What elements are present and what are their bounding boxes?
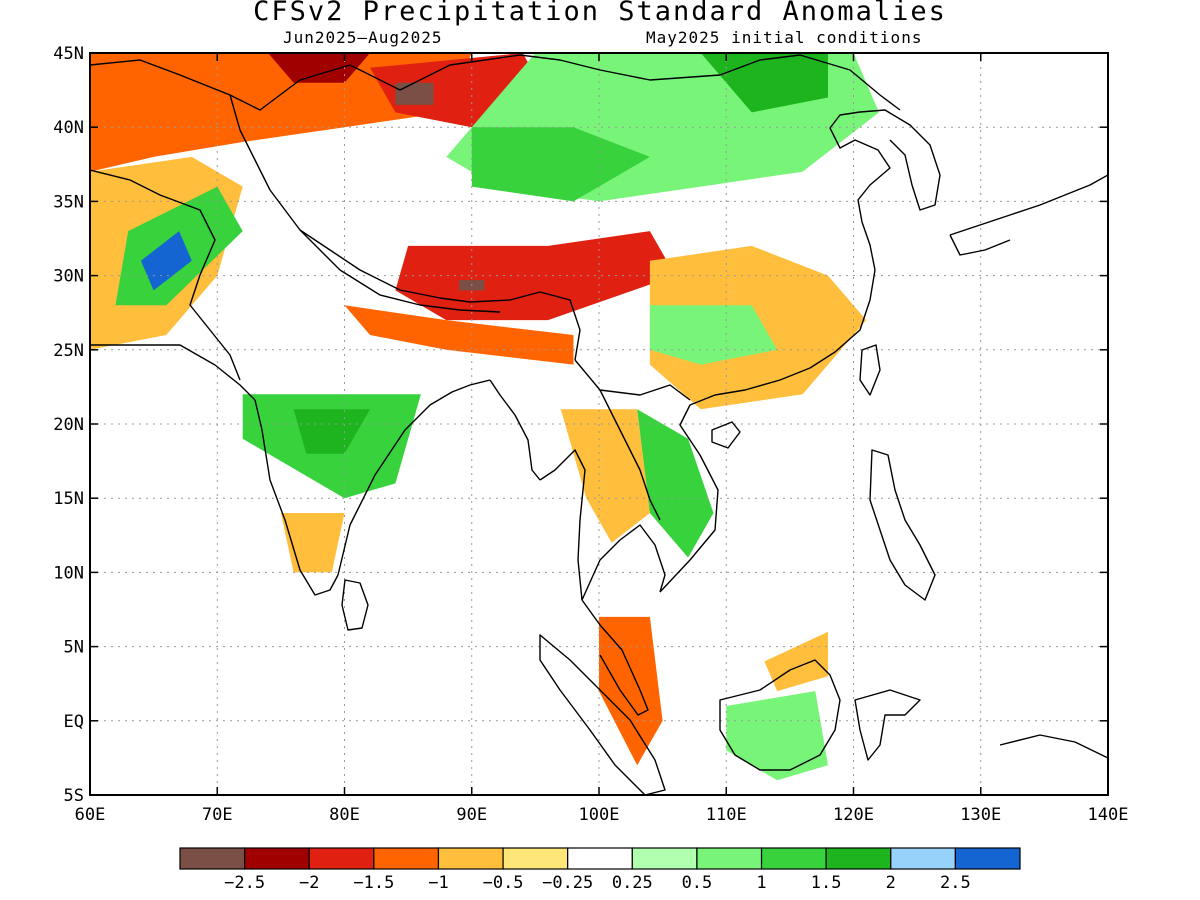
lon-tick-label: 110E [706,805,747,825]
sulawesi [854,689,921,761]
sri-lanka [341,579,369,631]
colorbar-swatch [179,847,246,870]
anomaly-shading [90,53,879,781]
lat-tick-label: 35N [53,192,84,212]
anomaly-region-himalaya-dry [344,305,574,365]
anomaly-region-malaya-dry [599,616,663,766]
colorbar-swatch [308,847,375,870]
anomaly-region-vietnam-wet [637,409,714,558]
colorbar-swatch [437,847,504,870]
colorbar-swatch [567,847,633,870]
coastline-vietnam [659,394,719,593]
borneo [719,659,841,771]
coastline-india-west [254,399,339,596]
colorbar-swatch [631,847,698,870]
lat-tick-label: 40N [53,118,84,138]
lon-tick-label: 60E [75,805,106,825]
lon-tick-label: 130E [960,805,1001,825]
colorbar-label: 1.5 [811,873,842,893]
colorbar-label: 0.25 [612,873,653,893]
coastline-east-china [829,111,891,271]
lon-tick-label: 90E [456,805,487,825]
anomaly-region-mongolia-wet-core [700,53,828,113]
lon-tick-label: 120E [833,805,874,825]
colorbar-label: 2.5 [940,873,971,893]
lat-tick-label: 25N [53,341,84,361]
initial-conditions: May2025 initial conditions [646,28,923,47]
gridlines [90,53,1108,795]
colorbar-swatch [244,847,310,870]
axis-labels: 60E 70E 80E 90E 100E 110E 120E 130E 140E 45N 40N 35… [53,44,1128,825]
colorbar-swatch [502,847,569,870]
border-indochina [574,359,691,521]
border-china-west [229,94,581,361]
coastline-south-china [714,269,876,396]
coastline-gulf-thailand [581,524,666,601]
coastline-korea [859,109,941,211]
lon-tick-label: 70E [202,805,233,825]
colorbar-swatch [825,847,892,870]
colorbar-swatch [890,847,956,870]
lat-tick-label: 20N [53,415,84,435]
colorbar-label: −1 [428,873,448,893]
lat-tick-label: 5N [64,638,84,658]
colorbar-label: −1.5 [353,873,394,893]
anomaly-region-borneo-wet [726,691,828,781]
colorbar-swatch [696,847,763,870]
colorbar-swatch [373,847,440,870]
forecast-period: Jun2025–Aug2025 [283,28,443,47]
lon-tick-label: 140E [1088,805,1129,825]
coastline-arabian-sea [90,344,256,401]
colorbar-swatch [954,847,1021,870]
sumatra [539,634,666,795]
colorbar: −2.5 −2 −1.5 −1 −0.5 −0.25 0.25 0.5 1 1.5 2 2.5 [179,847,1021,893]
anomaly-region-tibet-dry [395,231,676,321]
colorbar-label: −0.5 [483,873,524,893]
axis-ticks [89,52,1109,796]
coastline-india-east [337,379,491,576]
japan [949,174,1108,256]
lon-tick-label: 80E [329,805,360,825]
chart-title: CFSv2 Precipitation Standard Anomalies [253,0,947,27]
colorbar-label: 1 [756,873,766,893]
philippines [869,449,936,601]
lat-tick-label: 30N [53,267,84,287]
colorbar-label: −2 [299,873,319,893]
lat-tick-label: 10N [53,563,84,583]
coastlines [90,54,1108,795]
lat-tick-label: 15N [53,489,84,509]
hainan [711,421,741,449]
anomaly-region-india-wet-core [293,409,370,454]
colorbar-label: −2.5 [224,873,265,893]
colorbar-label: 2 [886,873,896,893]
lon-tick-label: 100E [579,805,620,825]
new-guinea [999,734,1108,759]
colorbar-label: −0.25 [542,873,593,893]
anomaly-region-central-asia-dry [90,53,472,172]
border-india-nepal [299,229,501,313]
coastline-bay-east [489,379,541,481]
colorbar-label: 0.5 [682,873,713,893]
malay-peninsula [581,599,649,716]
anomaly-region-qinghai-wet [471,127,650,202]
lat-tick-label: EQ [64,712,84,732]
colorbar-swatch [760,847,827,870]
anomaly-region-tarim-dry-core [395,82,434,105]
border-afghan-pak [90,169,241,381]
anomaly-region-south-china-wet [649,305,778,365]
coastline-myanmar-south [539,449,586,601]
taiwan [859,344,881,396]
anomaly-region-indochina-dry [560,409,650,543]
lat-tick-label: 5S [64,786,84,806]
lat-tick-label: 45N [53,44,84,64]
